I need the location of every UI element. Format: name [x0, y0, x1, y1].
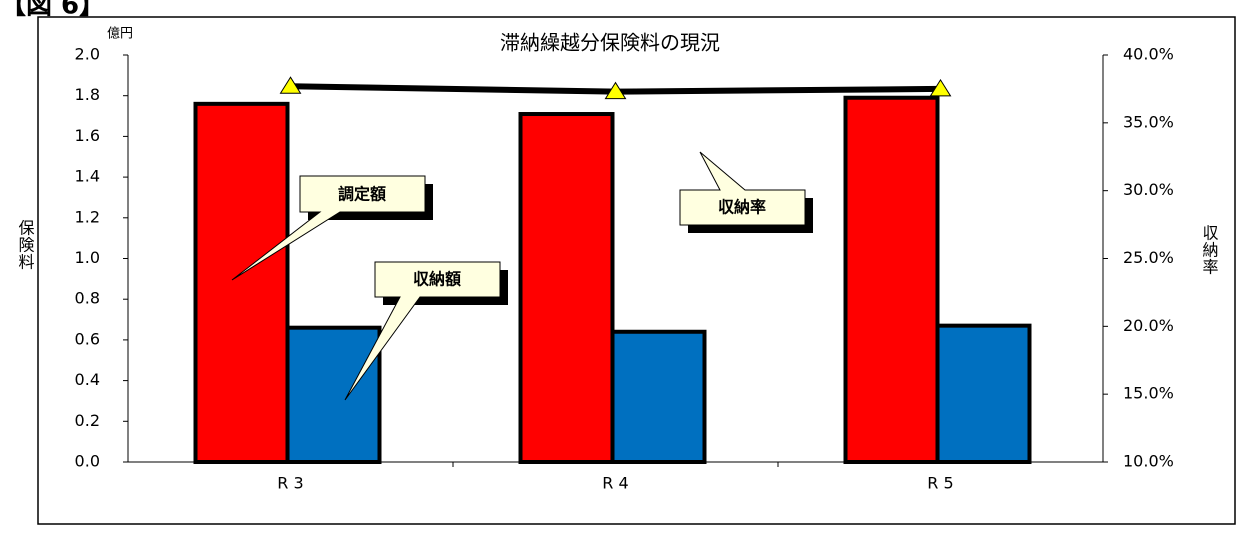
y2-tick-label: 15.0% [1123, 384, 1174, 403]
callout-box [679, 151, 806, 226]
y2-tick-label: 35.0% [1123, 112, 1174, 131]
bar [610, 329, 707, 465]
callouts [231, 151, 813, 401]
y-tick-label: 0.0 [75, 452, 100, 471]
y-tick-label: 1.2 [75, 207, 100, 226]
y-tick-label: 1.0 [75, 248, 100, 267]
line-marker [929, 78, 952, 97]
callout-box [344, 261, 501, 401]
y-tick-label: 1.6 [75, 126, 100, 145]
legend-label: 収納額 [413, 270, 461, 289]
x-tick-label: R 5 [927, 474, 953, 493]
y-unit: 億円 [107, 26, 133, 42]
bar [285, 325, 382, 464]
y-tick-label: 0.4 [75, 370, 100, 389]
x-tick-label: R 3 [277, 474, 303, 493]
y-axis-title: 保険料 [16, 220, 35, 271]
y-tick-label: 1.4 [75, 167, 100, 186]
y2-tick-label: 30.0% [1123, 180, 1174, 199]
chart-title: 滞納繰越分保険料の現況 [500, 31, 720, 55]
y-tick-label: 0.8 [75, 289, 100, 308]
y-tick-label: 0.2 [75, 411, 100, 430]
y2-tick-label: 20.0% [1123, 316, 1174, 335]
bar [518, 112, 615, 464]
y2-tick-label: 10.0% [1123, 452, 1174, 471]
plot-area: 0.0 0.2 0.4 0.6 0.8 1.0 1.2 1.4 1.6 1.8 2.0 10.0% 15… [75, 45, 1174, 493]
line-marker [279, 76, 302, 94]
y-tick-label: 2.0 [75, 45, 100, 64]
legend-label: 収納率 [718, 198, 766, 217]
bar [193, 101, 290, 464]
y-tick-label: 1.8 [75, 85, 100, 104]
y2-axis-title: 収納率 [1200, 225, 1219, 276]
chart-frame [37, 16, 1236, 525]
legend-label: 調定額 [338, 185, 386, 204]
y-tick-label: 0.6 [75, 329, 100, 348]
y2-tick-label: 40.0% [1123, 45, 1174, 64]
bar [843, 95, 940, 465]
x-tick-label: R 4 [602, 474, 628, 493]
y2-tick-label: 25.0% [1123, 248, 1174, 267]
figure-label: 【図 6】 [0, 0, 105, 21]
line-marker [604, 81, 627, 100]
callout-box [231, 175, 426, 281]
bar [935, 323, 1032, 464]
